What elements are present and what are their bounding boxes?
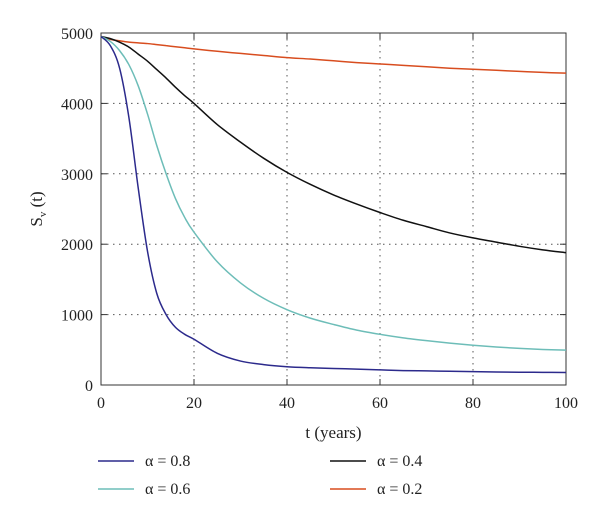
y-axis-label-subscript: v: [37, 211, 49, 217]
x-tick-label: 60: [372, 395, 388, 412]
plot-frame: [100, 32, 567, 386]
x-tick-label: 100: [554, 395, 578, 412]
x-tick-label: 20: [186, 395, 202, 412]
x-axis-label: t (years): [305, 423, 361, 442]
legend-entry: α = 0.4: [330, 453, 422, 470]
grid-lines: [101, 33, 566, 385]
y-tick-label: 4000: [61, 96, 93, 113]
series-line-2: [100, 35, 567, 254]
y-tick-label: 2000: [61, 237, 93, 254]
y-axis-label-main: S: [27, 217, 46, 226]
x-tick-label: 0: [97, 395, 105, 412]
legend-label: α = 0.4: [377, 453, 422, 470]
legend-entry: α = 0.8: [98, 453, 190, 470]
legend-label: α = 0.8: [145, 453, 190, 470]
y-tick-label: 5000: [61, 26, 93, 43]
x-tick-label: 40: [279, 395, 295, 412]
series-line-3: [100, 35, 567, 74]
series-lines: [100, 35, 567, 374]
legend-label: α = 0.6: [145, 481, 190, 498]
legend-label: α = 0.2: [377, 481, 422, 498]
series-line-1: [100, 35, 567, 351]
legend-entry: α = 0.6: [98, 481, 190, 498]
series-line-0: [100, 35, 567, 374]
y-tick-label: 1000: [61, 308, 93, 325]
legend: α = 0.8 α = 0.6 α = 0.4 α = 0.2: [98, 453, 422, 498]
x-tick-label: 80: [465, 395, 481, 412]
legend-entry: α = 0.2: [330, 481, 422, 498]
y-tick-label: 3000: [61, 167, 93, 184]
y-tick-label: 0: [85, 378, 93, 395]
svg-text:Sv (t): Sv (t): [27, 191, 49, 226]
y-axis-label-suffix: (t): [27, 191, 46, 211]
y-axis-label: Sv (t): [27, 191, 49, 226]
